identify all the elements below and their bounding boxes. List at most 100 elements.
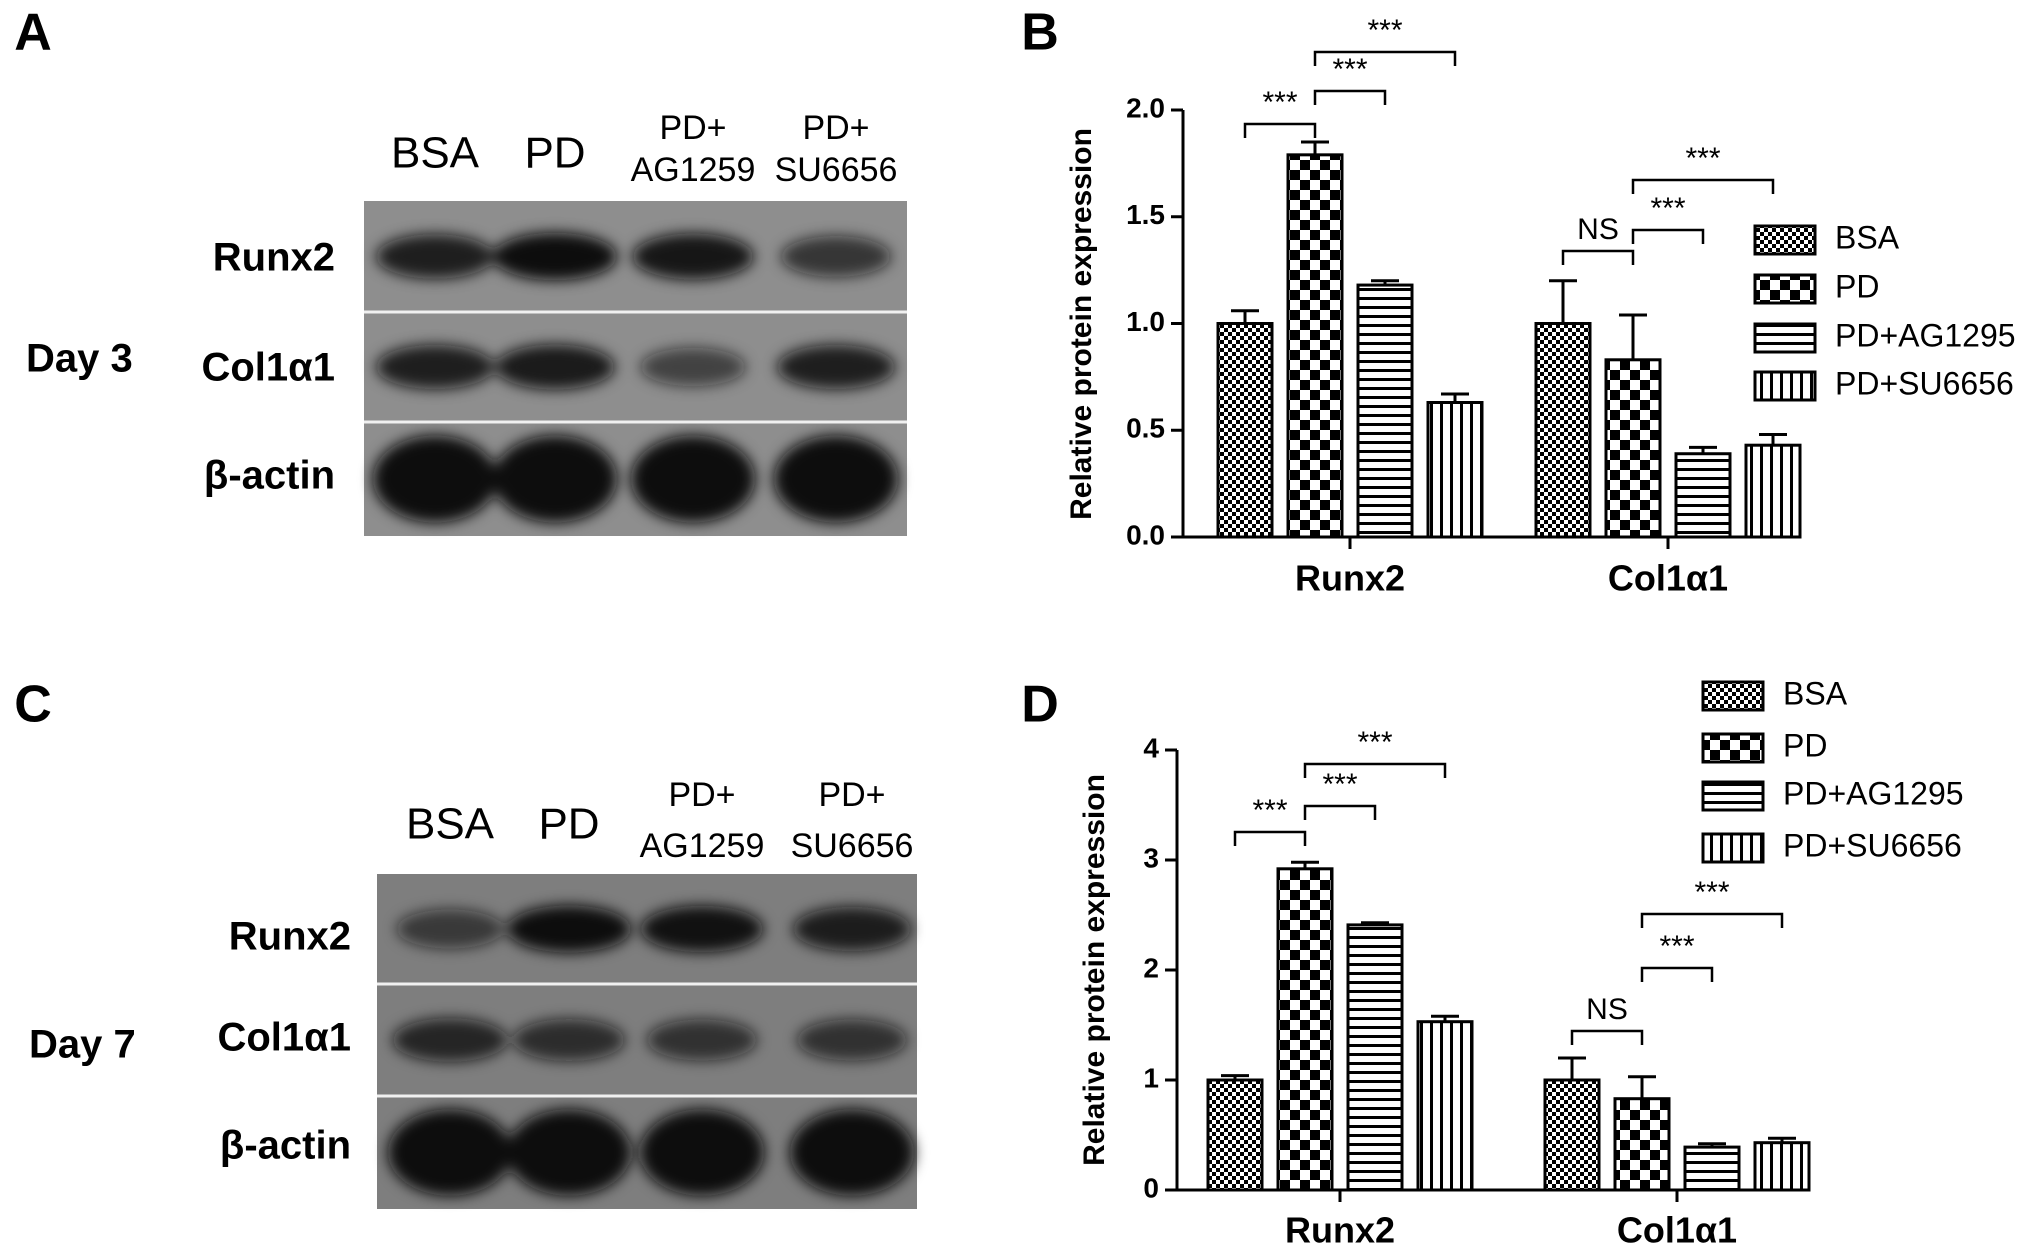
y-tick-label: 2 (1143, 952, 1159, 983)
bar (1286, 153, 1344, 539)
blot-band (376, 344, 494, 390)
legend-label: BSA (1783, 675, 1848, 711)
row-label: Runx2 (229, 915, 351, 959)
bar (1346, 923, 1404, 1192)
blot-band (796, 1019, 908, 1061)
lane-label: BSA (391, 129, 480, 178)
blot-band (513, 1018, 625, 1062)
blot-band (640, 905, 764, 953)
lane-label: PD+ (659, 109, 726, 147)
legend-label: PD+AG1295 (1783, 775, 1964, 811)
lane-label: AG1259 (640, 827, 765, 865)
bar (1416, 1020, 1474, 1192)
y-tick-label: 3 (1143, 842, 1159, 873)
legend-swatch (1701, 732, 1765, 764)
significance-bracket (1640, 912, 1784, 928)
bar (1744, 443, 1802, 539)
bar (1604, 358, 1662, 539)
bar (1753, 1141, 1811, 1192)
significance-label: NS (1577, 213, 1619, 246)
row-label: β-actin (204, 454, 335, 498)
y-axis-label: Relative protein expression (1078, 774, 1111, 1166)
bar (1543, 1078, 1601, 1192)
bar (1674, 452, 1732, 539)
day-label: Day 7 (29, 1023, 136, 1067)
legend-label: PD+SU6656 (1835, 365, 2014, 401)
lane-label: PD (524, 129, 585, 178)
significance-bracket (1303, 804, 1377, 820)
significance-bracket (1313, 89, 1387, 105)
blot-band (640, 347, 746, 387)
bar (1276, 867, 1334, 1192)
legend-label: PD+SU6656 (1783, 827, 1962, 863)
blot-band (493, 435, 617, 523)
bar (1426, 400, 1484, 539)
significance-bracket (1561, 249, 1635, 265)
significance-bracket (1631, 178, 1775, 194)
y-tick-label: 0 (1143, 1172, 1159, 1203)
significance-label: *** (1262, 86, 1297, 119)
legend-label: PD (1835, 268, 1879, 304)
significance-bracket (1640, 966, 1714, 982)
legend-swatch (1701, 780, 1765, 812)
legend-swatch (1753, 370, 1817, 402)
significance-label: *** (1367, 14, 1402, 47)
panel-letter: A (14, 4, 52, 62)
legend-swatch (1753, 273, 1817, 305)
significance-label: *** (1694, 876, 1729, 909)
panel-letter: D (1021, 676, 1059, 734)
blot-band (495, 344, 615, 390)
significance-label: *** (1357, 726, 1392, 759)
lane-label: PD+ (802, 109, 869, 147)
significance-bracket (1243, 122, 1317, 138)
significance-bracket (1233, 830, 1307, 846)
y-tick-label: 0.0 (1126, 519, 1165, 550)
blot-band (507, 905, 631, 953)
lane-label: AG1259 (631, 151, 756, 189)
significance-bracket (1631, 228, 1705, 244)
bar (1534, 322, 1592, 539)
significance-label: *** (1659, 930, 1694, 963)
blot-band (493, 232, 617, 281)
y-tick-label: 1.0 (1126, 306, 1165, 337)
lane-label: SU6656 (791, 827, 914, 865)
x-tick-label: Col1α1 (1617, 1210, 1737, 1251)
blot-band (631, 435, 755, 523)
blot-band (632, 233, 754, 280)
lane-label: PD+ (818, 776, 885, 814)
bar (1206, 1078, 1264, 1192)
lane-label: PD+ (668, 776, 735, 814)
blot-band (396, 909, 504, 949)
blot-band (790, 1109, 914, 1196)
y-axis-label: Relative protein expression (1065, 128, 1098, 520)
blot-band (780, 235, 892, 278)
significance-bracket (1313, 50, 1457, 66)
legend-label: PD (1783, 727, 1827, 763)
row-label: Col1α1 (201, 346, 335, 390)
significance-bracket (1570, 1029, 1644, 1045)
blot-bands (388, 905, 914, 1196)
y-tick-label: 1 (1143, 1062, 1159, 1093)
significance-bracket (1303, 762, 1447, 778)
legend-swatch (1701, 680, 1765, 712)
blot-band (646, 1019, 758, 1061)
bar (1683, 1145, 1741, 1192)
row-label: Col1α1 (217, 1016, 351, 1060)
legend-label: BSA (1835, 219, 1900, 255)
x-tick-label: Runx2 (1295, 558, 1405, 599)
row-label: β-actin (220, 1124, 351, 1168)
blot-band (376, 234, 494, 279)
blot-band (793, 906, 911, 952)
day-label: Day 3 (26, 337, 133, 381)
lane-label: PD (538, 800, 599, 849)
bar (1216, 322, 1274, 539)
blot-bands (373, 232, 898, 523)
panel-letter: C (14, 676, 52, 734)
bar (1356, 283, 1414, 539)
blot-band (392, 1018, 508, 1062)
significance-label: *** (1252, 794, 1287, 827)
y-tick-label: 2.0 (1126, 92, 1165, 123)
blot-band (777, 344, 895, 390)
x-tick-label: Runx2 (1285, 1210, 1395, 1251)
